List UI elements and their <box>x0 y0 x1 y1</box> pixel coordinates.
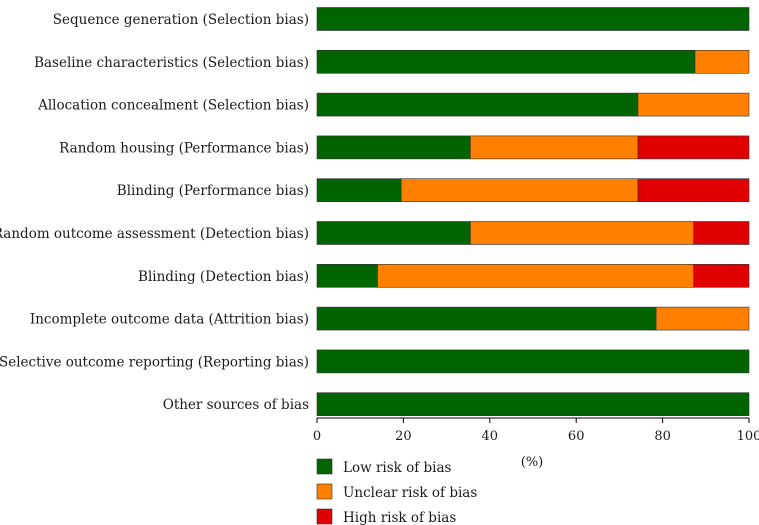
category-label: Sequence generation (Selection bias) <box>53 12 309 28</box>
bar-segment-unclear <box>655 306 750 331</box>
x-tick-label: 80 <box>654 429 671 444</box>
legend-label: Unclear risk of bias <box>343 485 477 501</box>
x-tick-label: 40 <box>482 429 499 444</box>
x-tick-label: 60 <box>568 429 585 444</box>
category-label: Other sources of bias <box>163 397 309 413</box>
bar-segment-low <box>316 49 696 74</box>
category-label: Random outcome assessment (Detection bia… <box>0 226 309 242</box>
bar-segment-low <box>316 349 750 374</box>
x-tick-label: 0 <box>313 429 321 444</box>
bar-segment-unclear <box>377 263 695 288</box>
legend-label: Low risk of bias <box>343 460 452 476</box>
bar-segment-high <box>693 221 750 245</box>
bar-segment-low <box>316 263 378 288</box>
x-axis-title: (%) <box>521 455 544 470</box>
bar-segment-low <box>316 135 471 160</box>
category-label: Blinding (Performance bias) <box>117 183 309 199</box>
bar-segment-unclear <box>637 92 750 117</box>
category-label: Random housing (Performance bias) <box>59 140 309 156</box>
bar-segment-low <box>316 221 471 245</box>
bar-segment-low <box>316 306 657 331</box>
x-axis: 0 20 40 60 80 100 <box>313 417 759 444</box>
bar-segment-unclear <box>470 135 639 160</box>
bar-segment-low <box>316 92 639 117</box>
legend: Low risk of bias Unclear risk of bias High… <box>316 458 477 525</box>
bar-segment-unclear <box>694 49 750 74</box>
x-tick-label: 20 <box>395 429 412 444</box>
bar-layer <box>316 7 750 417</box>
category-label: Baseline characteristics (Selection bias… <box>34 55 309 71</box>
legend-swatch <box>316 483 333 500</box>
legend-swatch <box>316 458 333 475</box>
category-labels: Sequence generation (Selection bias) Base… <box>0 12 309 413</box>
bar-segment-unclear <box>470 221 694 245</box>
category-label: Allocation concealment (Selection bias) <box>37 98 309 114</box>
bar-segment-low <box>316 392 750 417</box>
bar-segment-low <box>316 7 750 31</box>
x-tick-label: 100 <box>737 429 759 444</box>
category-label: Selective outcome reporting (Reporting b… <box>0 354 309 370</box>
legend-swatch <box>316 508 333 525</box>
bar-segment-high <box>637 178 750 202</box>
category-label: Blinding (Detection bias) <box>138 269 309 285</box>
legend-label: High risk of bias <box>343 510 456 525</box>
bar-segment-low <box>316 178 402 202</box>
bar-segment-high <box>637 135 750 160</box>
bar-segment-high <box>693 263 750 288</box>
bar-segment-unclear <box>400 178 639 202</box>
category-label: Incomplete outcome data (Attrition bias) <box>30 312 309 328</box>
